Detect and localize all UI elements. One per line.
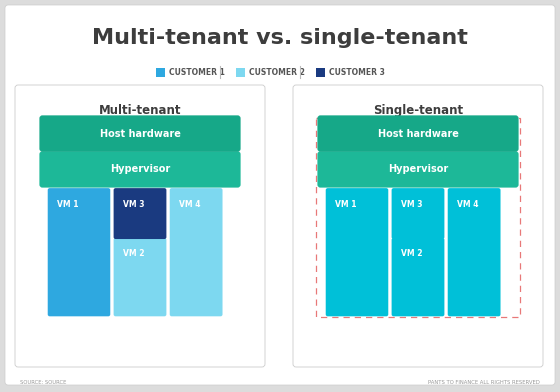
- FancyBboxPatch shape: [293, 85, 543, 367]
- Text: Single-tenant: Single-tenant: [373, 103, 463, 116]
- FancyBboxPatch shape: [114, 238, 166, 316]
- Bar: [156, 68, 165, 77]
- Bar: [236, 68, 245, 77]
- Text: VM 2: VM 2: [400, 249, 422, 258]
- Text: PANTS TO FINANCE ALL RIGHTS RESERVED: PANTS TO FINANCE ALL RIGHTS RESERVED: [428, 381, 540, 385]
- FancyBboxPatch shape: [448, 188, 501, 316]
- FancyBboxPatch shape: [5, 5, 555, 385]
- FancyBboxPatch shape: [391, 238, 445, 316]
- Text: Hypervisor: Hypervisor: [110, 164, 170, 174]
- Text: VM 3: VM 3: [400, 200, 422, 209]
- FancyBboxPatch shape: [39, 151, 241, 188]
- Text: CUSTOMER 2: CUSTOMER 2: [249, 67, 305, 76]
- Text: Host hardware: Host hardware: [377, 129, 459, 138]
- Bar: [316, 68, 325, 77]
- Text: Hypervisor: Hypervisor: [388, 164, 448, 174]
- Text: VM 3: VM 3: [123, 200, 144, 209]
- Text: Multi-tenant vs. single-tenant: Multi-tenant vs. single-tenant: [92, 28, 468, 48]
- FancyBboxPatch shape: [15, 85, 265, 367]
- FancyBboxPatch shape: [170, 188, 222, 316]
- Bar: [50, 190, 108, 314]
- Text: CUSTOMER 1: CUSTOMER 1: [169, 67, 225, 76]
- Text: SOURCE: SOURCE: SOURCE: SOURCE: [20, 381, 67, 385]
- Text: Host hardware: Host hardware: [100, 129, 180, 138]
- FancyBboxPatch shape: [39, 115, 241, 152]
- Text: VM 1: VM 1: [335, 200, 356, 209]
- Text: VM 2: VM 2: [123, 249, 144, 258]
- FancyBboxPatch shape: [114, 188, 166, 239]
- FancyBboxPatch shape: [318, 115, 519, 152]
- Text: VM 1: VM 1: [57, 200, 78, 209]
- FancyBboxPatch shape: [48, 188, 110, 316]
- FancyBboxPatch shape: [318, 151, 519, 188]
- Bar: [315, 118, 520, 317]
- Text: CUSTOMER 3: CUSTOMER 3: [329, 67, 385, 76]
- Text: VM 4: VM 4: [457, 200, 478, 209]
- FancyBboxPatch shape: [391, 188, 445, 239]
- Text: VM 4: VM 4: [179, 200, 200, 209]
- Text: Multi-tenant: Multi-tenant: [99, 103, 181, 116]
- FancyBboxPatch shape: [326, 188, 388, 316]
